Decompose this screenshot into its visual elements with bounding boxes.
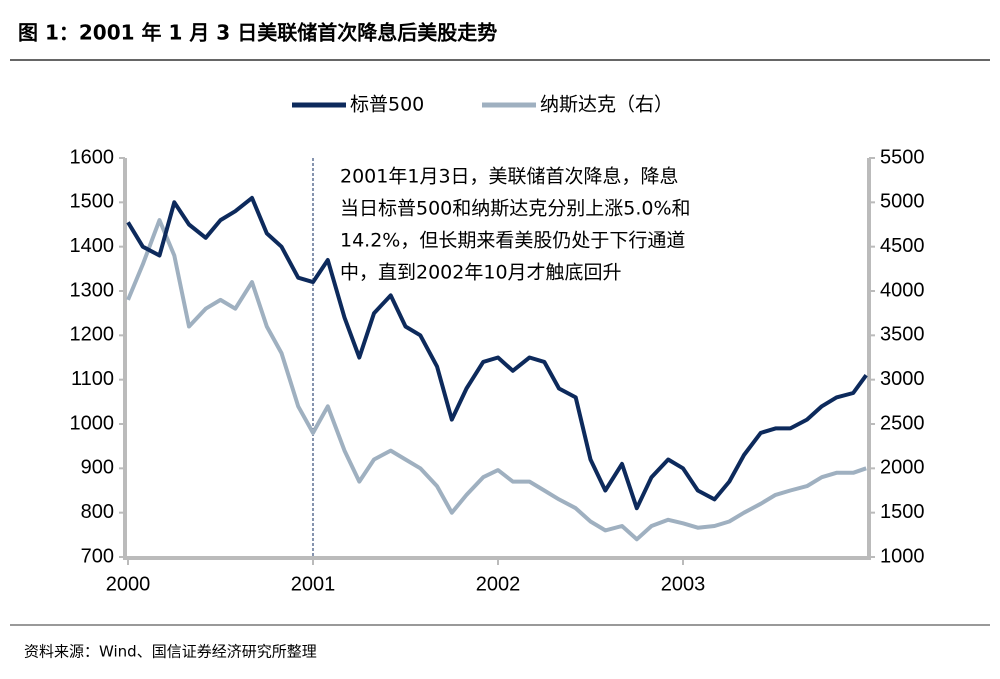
annotation: 中，直到2002年10月才触底回升 <box>340 262 622 284</box>
annotation: 当日标普500和纳斯达克分别上涨5.0%和 <box>340 198 691 220</box>
y-tick-label: 1500 <box>70 191 115 213</box>
legend-label: 纳斯达克（右） <box>540 94 673 116</box>
y2-tick-label: 4000 <box>880 279 925 301</box>
y2-tick-label: 1000 <box>880 545 925 567</box>
y2-tick-label: 5500 <box>880 146 925 168</box>
y2-tick-label: 3500 <box>880 324 925 346</box>
annotation: 14.2%，但长期来看美股仍处于下行通道 <box>340 230 685 252</box>
y-tick-label: 800 <box>81 501 114 523</box>
y-tick-label: 700 <box>81 545 114 567</box>
chart-title: 图 1：2001 年 1 月 3 日美联储首次降息后美股走势 <box>18 21 497 45</box>
x-tick-label: 2002 <box>476 573 521 595</box>
x-tick-label: 2003 <box>661 573 706 595</box>
y-tick-label: 1600 <box>70 146 115 168</box>
x-tick-label: 2001 <box>291 573 336 595</box>
series-line <box>126 218 867 542</box>
y2-tick-label: 2000 <box>880 457 925 479</box>
series-line <box>126 195 868 511</box>
source: 资料来源：Wind、国信证券经济研究所整理 <box>24 643 317 661</box>
annotation: 2001年1月3日，美联储首次降息，降息 <box>340 166 679 188</box>
y-tick-label: 900 <box>81 457 114 479</box>
y2-tick-label: 4500 <box>880 235 925 257</box>
y-tick-label: 1100 <box>71 368 114 390</box>
y-tick-label: 1400 <box>70 235 115 257</box>
y2-tick-label: 3000 <box>880 368 925 390</box>
y2-tick-label: 2500 <box>880 412 925 434</box>
x-tick-label: 2000 <box>106 573 151 595</box>
y-tick-label: 1000 <box>70 412 115 434</box>
y2-tick-label: 5000 <box>880 191 925 213</box>
y-tick-label: 1300 <box>70 279 115 301</box>
y-tick-label: 1200 <box>70 324 115 346</box>
y2-tick-label: 1500 <box>880 501 925 523</box>
legend-label: 标普500 <box>350 94 424 116</box>
